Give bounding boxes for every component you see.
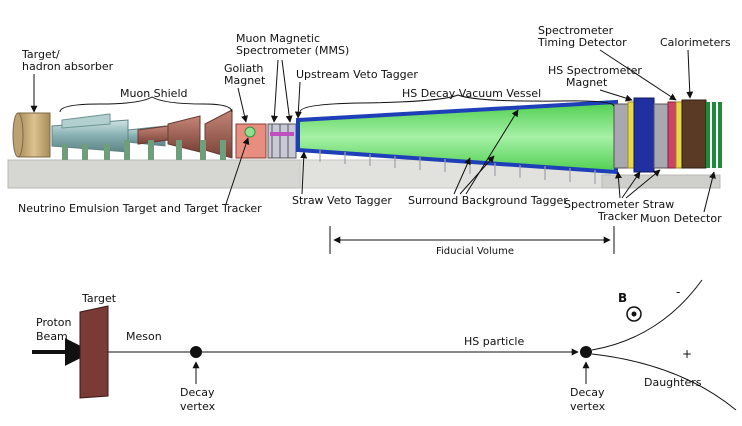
muon-shield <box>51 109 233 160</box>
daughter-minus-track <box>591 279 703 351</box>
target-block <box>79 305 109 399</box>
label-decay1-line1: Decay <box>180 386 215 399</box>
detector-view: Target/ hadron absorber Muon Shield Goli… <box>7 24 731 257</box>
label-goliath-line1: Goliath <box>224 62 263 75</box>
label-plus: + <box>682 347 692 361</box>
decay-schematic: Proton Beam Target Meson Decay vertex HS… <box>32 279 737 413</box>
goliath-magnet <box>235 123 267 159</box>
decay-vertex-2 <box>580 346 592 358</box>
muon-magnetic-spectrometer <box>267 123 297 159</box>
label-mms-line1: Muon Magnetic <box>236 32 320 45</box>
label-proton-line1: Proton <box>36 316 71 329</box>
label-target-line2: hadron absorber <box>22 60 114 73</box>
label-decay1-line2: vertex <box>180 400 216 413</box>
target-hadron-absorber <box>12 112 51 158</box>
label-b-field: B <box>618 291 627 305</box>
label-upstream-veto: Upstream Veto Tagger <box>296 68 418 81</box>
label-fiducial: Fiducial Volume <box>436 246 514 257</box>
label-target: Target <box>81 292 117 305</box>
fiducial-volume-indicator: Fiducial Volume <box>329 226 615 257</box>
label-muon-shield: Muon Shield <box>120 87 187 100</box>
label-straw-veto: Straw Veto Tagger <box>292 194 392 207</box>
label-proton-line2: Beam <box>36 330 68 343</box>
label-calorimeters: Calorimeters <box>660 36 731 49</box>
label-vessel: HS Decay Vacuum Vessel <box>402 87 541 100</box>
label-timing-line1: Spectrometer <box>538 24 614 37</box>
label-meson: Meson <box>126 330 162 343</box>
label-daughters: Daughters <box>644 376 702 389</box>
decay-vertex-1 <box>190 346 202 358</box>
label-timing-line2: Timing Detector <box>537 36 627 49</box>
label-hs-magnet-line1: HS Spectrometer <box>548 64 642 77</box>
label-straw-tracker-line2: Tracker <box>597 210 638 223</box>
label-minus: - <box>676 285 680 299</box>
label-decay2-line2: vertex <box>570 400 606 413</box>
label-surround-bg: Surround Background Tagger <box>408 194 568 207</box>
label-hs-magnet-line2: Magnet <box>566 76 608 89</box>
label-emulsion: Neutrino Emulsion Target and Target Trac… <box>18 202 262 215</box>
label-decay2-line1: Decay <box>570 386 605 399</box>
label-hs-particle: HS particle <box>464 335 524 348</box>
label-target-line1: Target/ <box>21 48 60 61</box>
spectrometer-region <box>613 97 722 173</box>
label-goliath-line2: Magnet <box>224 74 266 87</box>
b-field-symbol <box>626 306 642 322</box>
label-mms-line2: Spectrometer (MMS) <box>236 44 349 57</box>
label-straw-tracker-line1: Spectrometer Straw <box>564 198 674 211</box>
label-muon-detector: Muon Detector <box>640 212 722 225</box>
daughter-plus-track <box>591 353 737 411</box>
